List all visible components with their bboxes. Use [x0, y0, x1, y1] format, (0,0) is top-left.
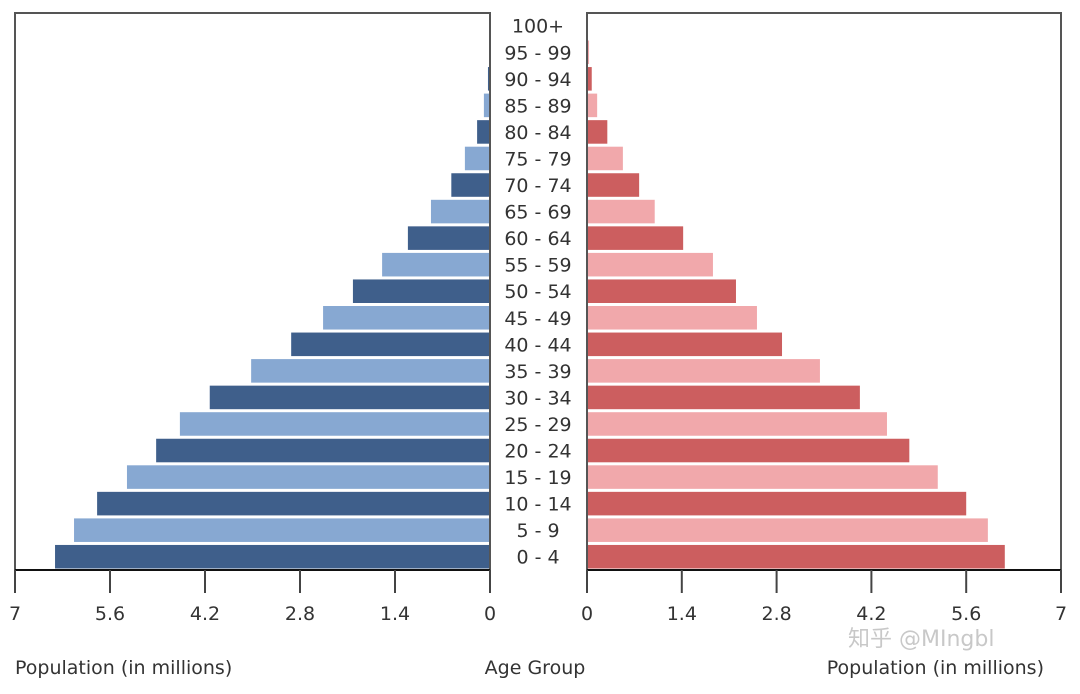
bar-left-35-39	[251, 359, 490, 383]
bar-left-80-84	[477, 120, 490, 144]
bar-right-30-34	[587, 385, 860, 410]
bar-right-35-39	[587, 359, 820, 383]
bar-right-40-44	[587, 332, 783, 357]
bar-left-30-34	[209, 385, 490, 410]
age-label: 65 - 69	[504, 202, 571, 224]
age-label: 30 - 34	[504, 387, 571, 409]
right-x-axis-label: Population (in millions)	[827, 657, 1044, 679]
bar-left-65-69	[430, 199, 490, 224]
left-x-axis-label: Population (in millions)	[15, 657, 232, 679]
right-tick-label: 5.6	[951, 603, 981, 625]
bar-right-15-19	[587, 465, 938, 489]
plot-frame	[14, 12, 1062, 571]
age-label: 70 - 74	[504, 175, 571, 197]
watermark: 知乎 @MIngbl	[848, 627, 994, 652]
left-tick-label: 5.6	[95, 603, 125, 625]
age-label: 15 - 19	[504, 467, 571, 489]
bar-left-55-59	[382, 252, 490, 277]
bar-right-5-9	[587, 518, 988, 542]
left-tick-label: 7	[9, 603, 21, 625]
bar-left-85-89	[483, 93, 490, 118]
left-tick-label: 2.8	[285, 603, 315, 625]
right-tick-label: 7	[1055, 603, 1067, 625]
right-bars	[587, 13, 1005, 569]
bar-left-10-14	[97, 491, 490, 516]
age-label: 75 - 79	[504, 148, 571, 170]
left-bars	[55, 13, 491, 569]
left-tick-label: 4.2	[190, 603, 220, 625]
bar-left-0-4	[55, 544, 491, 569]
bar-left-5-9	[74, 518, 491, 542]
bar-right-75-79	[587, 146, 623, 171]
bar-left-15-19	[126, 465, 490, 489]
bar-left-50-54	[352, 279, 490, 303]
bar-right-0-4	[587, 544, 1005, 569]
bar-right-20-24	[587, 438, 910, 463]
bar-right-55-59	[587, 252, 713, 277]
axis-ticks: 7 5.6 4.2 2.8 1.4 0 0 1.4 2.8 4.2 5.6 7	[9, 570, 1067, 625]
bar-right-25-29	[587, 412, 887, 436]
bar-left-75-79	[464, 146, 490, 171]
bar-right-65-69	[587, 199, 655, 224]
bar-right-95-99	[587, 40, 590, 65]
age-label: 90 - 94	[504, 69, 571, 91]
bar-left-20-24	[156, 438, 490, 463]
left-tick-label: 0	[484, 603, 496, 625]
left-frame	[14, 12, 491, 570]
bar-right-90-94	[587, 67, 592, 91]
right-frame	[586, 12, 1062, 570]
age-label: 0 - 4	[516, 547, 559, 569]
age-label: 10 - 14	[504, 494, 571, 516]
age-label: 95 - 99	[504, 42, 571, 64]
left-tick-label: 1.4	[380, 603, 410, 625]
bar-left-60-64	[407, 226, 490, 250]
center-axis-label: Age Group	[485, 657, 586, 679]
right-tick-label: 0	[581, 603, 593, 625]
age-label: 50 - 54	[504, 281, 571, 303]
age-label: 60 - 64	[504, 228, 571, 250]
right-tick-label: 1.4	[667, 603, 697, 625]
age-label: 40 - 44	[504, 334, 571, 356]
bar-right-70-74	[587, 173, 640, 197]
bar-left-25-29	[179, 412, 490, 436]
bar-left-45-49	[323, 306, 490, 330]
bar-left-70-74	[451, 173, 490, 197]
age-label: 5 - 9	[516, 520, 559, 542]
bar-left-90-94	[487, 67, 490, 91]
age-label: 25 - 29	[504, 414, 571, 436]
right-tick-label: 2.8	[761, 603, 791, 625]
age-label: 35 - 39	[504, 361, 571, 383]
age-label: 85 - 89	[504, 95, 571, 117]
bar-right-85-89	[587, 93, 598, 118]
age-label: 45 - 49	[504, 308, 571, 330]
bar-left-40-44	[291, 332, 490, 357]
right-tick-label: 4.2	[856, 603, 886, 625]
age-label: 55 - 59	[504, 255, 571, 277]
age-labels: 0 - 4 5 - 9 10 - 14 15 - 19 20 - 24 25 - 29 30…	[504, 16, 571, 569]
age-label: 100+	[512, 16, 564, 38]
bar-right-80-84	[587, 120, 608, 144]
age-label: 80 - 84	[504, 122, 571, 144]
age-label: 20 - 24	[504, 441, 571, 463]
bar-right-10-14	[587, 491, 967, 516]
bar-right-45-49	[587, 306, 757, 330]
bar-right-50-54	[587, 279, 736, 303]
bar-right-60-64	[587, 226, 684, 250]
